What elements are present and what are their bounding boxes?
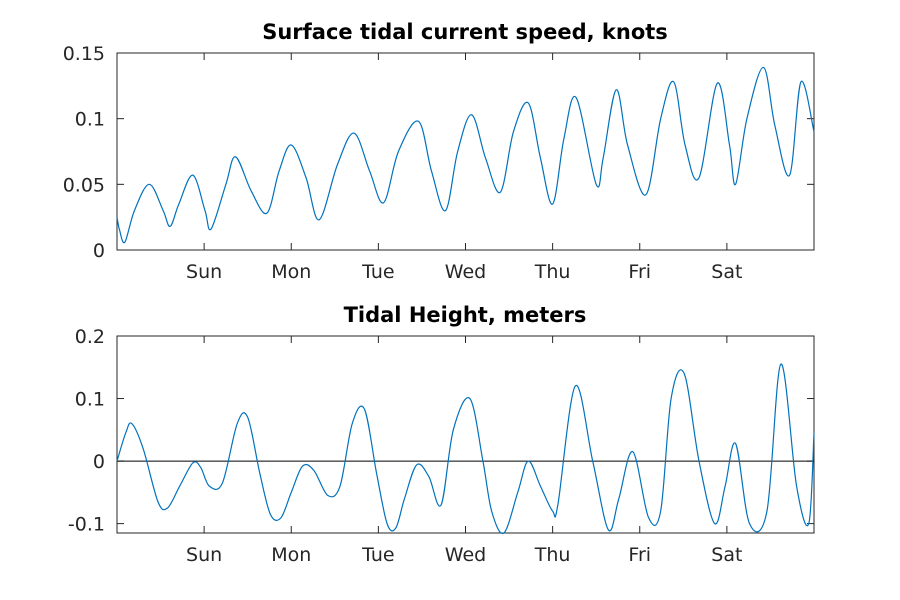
y-tick-label: 0.1: [75, 109, 105, 131]
x-tick-label: Sun: [186, 544, 222, 566]
x-tick-label: Thu: [534, 544, 571, 566]
chart-marks: 0 0.05 0.1 0.15 Sun Mon Tue Wed Thu Fri Sat: [63, 43, 815, 283]
y-tick-label: 0.05: [63, 174, 105, 196]
x-tick-label: Tue: [361, 261, 394, 283]
x-tick-label: Tue: [361, 544, 394, 566]
tidal-height-panel: Tidal Height, meters -0.1 0 0.1 0.2 Sun Mon Tu…: [68, 303, 815, 566]
series-line: [116, 66, 815, 244]
x-tick-label: Mon: [271, 261, 311, 283]
x-tick-label: Sun: [186, 261, 222, 283]
x-tick-label: Wed: [445, 261, 486, 283]
y-tick-label: 0.1: [75, 389, 105, 411]
x-tick-label: Wed: [445, 544, 486, 566]
chart-marks: -0.1 0 0.1 0.2 Sun Mon Tue Wed Thu Fri Sat: [68, 326, 815, 566]
x-tick-label: Thu: [534, 261, 571, 283]
y-tick-label: -0.1: [68, 514, 105, 536]
current-speed-panel: Surface tidal current speed, knots 0 0.05…: [63, 20, 815, 283]
x-tick-label: Mon: [271, 544, 311, 566]
y-tick-label: 0: [93, 240, 105, 262]
x-tick-label: Fri: [628, 261, 651, 283]
y-tick-label: 0.2: [75, 326, 105, 348]
x-tick-label: Sat: [711, 544, 742, 566]
x-tick-label: Sat: [711, 261, 742, 283]
y-tick-label: 0: [93, 451, 105, 473]
chart-title: Surface tidal current speed, knots: [262, 20, 668, 44]
axes-box: [116, 52, 815, 251]
chart-title: Tidal Height, meters: [344, 303, 587, 327]
x-tick-label: Fri: [628, 544, 651, 566]
y-tick-label: 0.15: [63, 43, 105, 65]
series-line: [116, 363, 815, 535]
axes-box: [116, 335, 815, 534]
